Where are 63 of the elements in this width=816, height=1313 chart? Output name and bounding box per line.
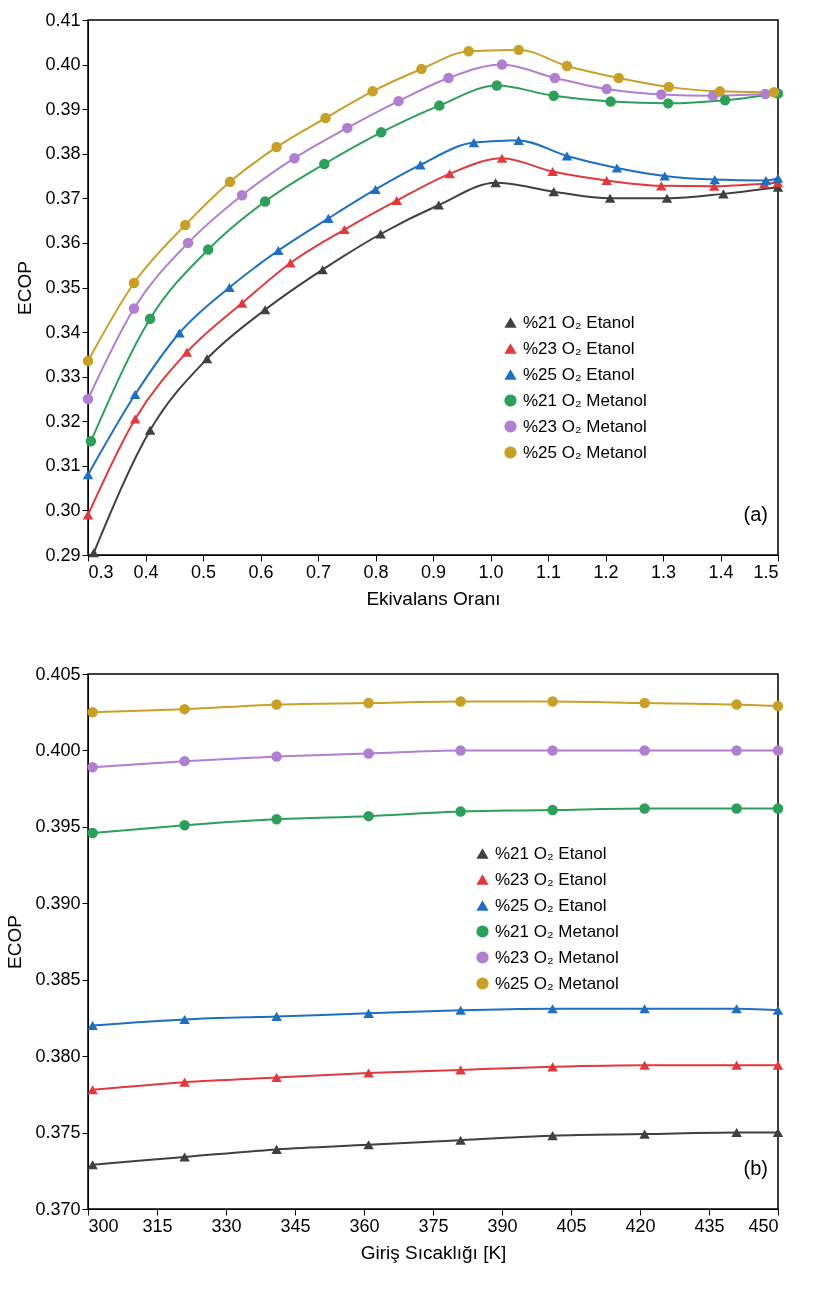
y-tick-label: 0.37 (45, 187, 81, 208)
x-tick-label: 330 (211, 1215, 242, 1236)
x-tick-label: 450 (748, 1215, 779, 1236)
x-axis-title: Ekivalans Oranı (366, 587, 501, 609)
y-tick-label: 0.375 (35, 1122, 81, 1143)
y-tick-label: 0.380 (35, 1045, 81, 1066)
x-axis-title: Giriş Sıcaklığı [K] (360, 1241, 507, 1263)
legend-label: %21 O₂ Etanol (523, 312, 635, 332)
y-tick-label: 0.33 (45, 366, 81, 387)
legend-label: %23 O₂ Etanol (495, 869, 607, 889)
legend-label: %23 O₂ Metanol (495, 947, 619, 967)
x-tick-label: 0.4 (133, 561, 159, 582)
y-tick-label: 0.385 (35, 969, 81, 990)
y-tick-label: 0.31 (45, 455, 81, 476)
y-tick-label: 0.39 (45, 98, 81, 119)
y-tick-label: 0.30 (45, 499, 81, 520)
legend-label: %21 O₂ Metanol (495, 921, 619, 941)
y-tick-label: 0.400 (35, 739, 81, 760)
legend-label: %25 O₂ Metanol (523, 442, 647, 462)
y-tick-label: 0.38 (45, 143, 81, 164)
x-tick-label: 360 (349, 1215, 380, 1236)
y-tick-label: 0.40 (45, 54, 81, 75)
x-tick-label: 435 (694, 1215, 725, 1236)
x-tick-label: 0.5 (190, 561, 217, 582)
y-tick-label: 0.41 (45, 9, 81, 30)
x-tick-label: 0.7 (305, 561, 332, 582)
y-tick-label: 0.35 (45, 277, 81, 297)
x-tick-label: 0.9 (420, 561, 447, 582)
x-tick-label: 375 (418, 1215, 449, 1236)
x-tick-label: 0.6 (248, 561, 274, 582)
annotation: (b) (743, 1157, 768, 1179)
y-axis-title: ECOP (4, 915, 26, 969)
y-tick-label: 0.36 (45, 232, 81, 253)
x-tick-label: 420 (625, 1215, 656, 1236)
y-tick-label: 0.390 (35, 892, 81, 913)
y-tick-label: 0.395 (35, 816, 81, 837)
y-tick-label: 0.29 (45, 544, 81, 565)
legend-label: %21 O₂ Etanol (495, 843, 607, 863)
legend-label: %25 O₂ Etanol (523, 364, 635, 384)
y-tick-label: 0.34 (45, 321, 81, 342)
annotation: (a) (743, 503, 768, 525)
legend-label: %23 O₂ Etanol (523, 338, 635, 358)
x-tick-label: 1.1 (535, 561, 562, 582)
x-tick-label: 1.3 (650, 561, 677, 582)
x-tick-label: 1.4 (708, 561, 734, 582)
y-tick-label: 0.370 (35, 1198, 81, 1219)
x-tick-label: 0.8 (363, 561, 389, 582)
x-tick-label: 0.3 (88, 561, 114, 582)
legend-label: %23 O₂ Metanol (523, 416, 647, 436)
y-tick-label: 0.32 (45, 410, 81, 431)
legend-label: %21 O₂ Metanol (523, 390, 647, 410)
x-tick-label: 1.0 (478, 561, 504, 582)
y-tick-label: 0.405 (35, 663, 81, 684)
legend-label: %25 O₂ Etanol (495, 895, 607, 915)
y-axis-title: ECOP (14, 261, 36, 315)
x-tick-label: 390 (487, 1215, 518, 1236)
legend-label: %25 O₂ Metanol (495, 973, 619, 993)
x-tick-label: 315 (142, 1215, 173, 1236)
x-tick-label: 1.5 (753, 561, 779, 582)
x-tick-label: 345 (280, 1215, 311, 1236)
x-tick-label: 405 (556, 1215, 587, 1236)
x-tick-label: 1.2 (593, 561, 619, 582)
x-tick-label: 300 (88, 1215, 119, 1236)
